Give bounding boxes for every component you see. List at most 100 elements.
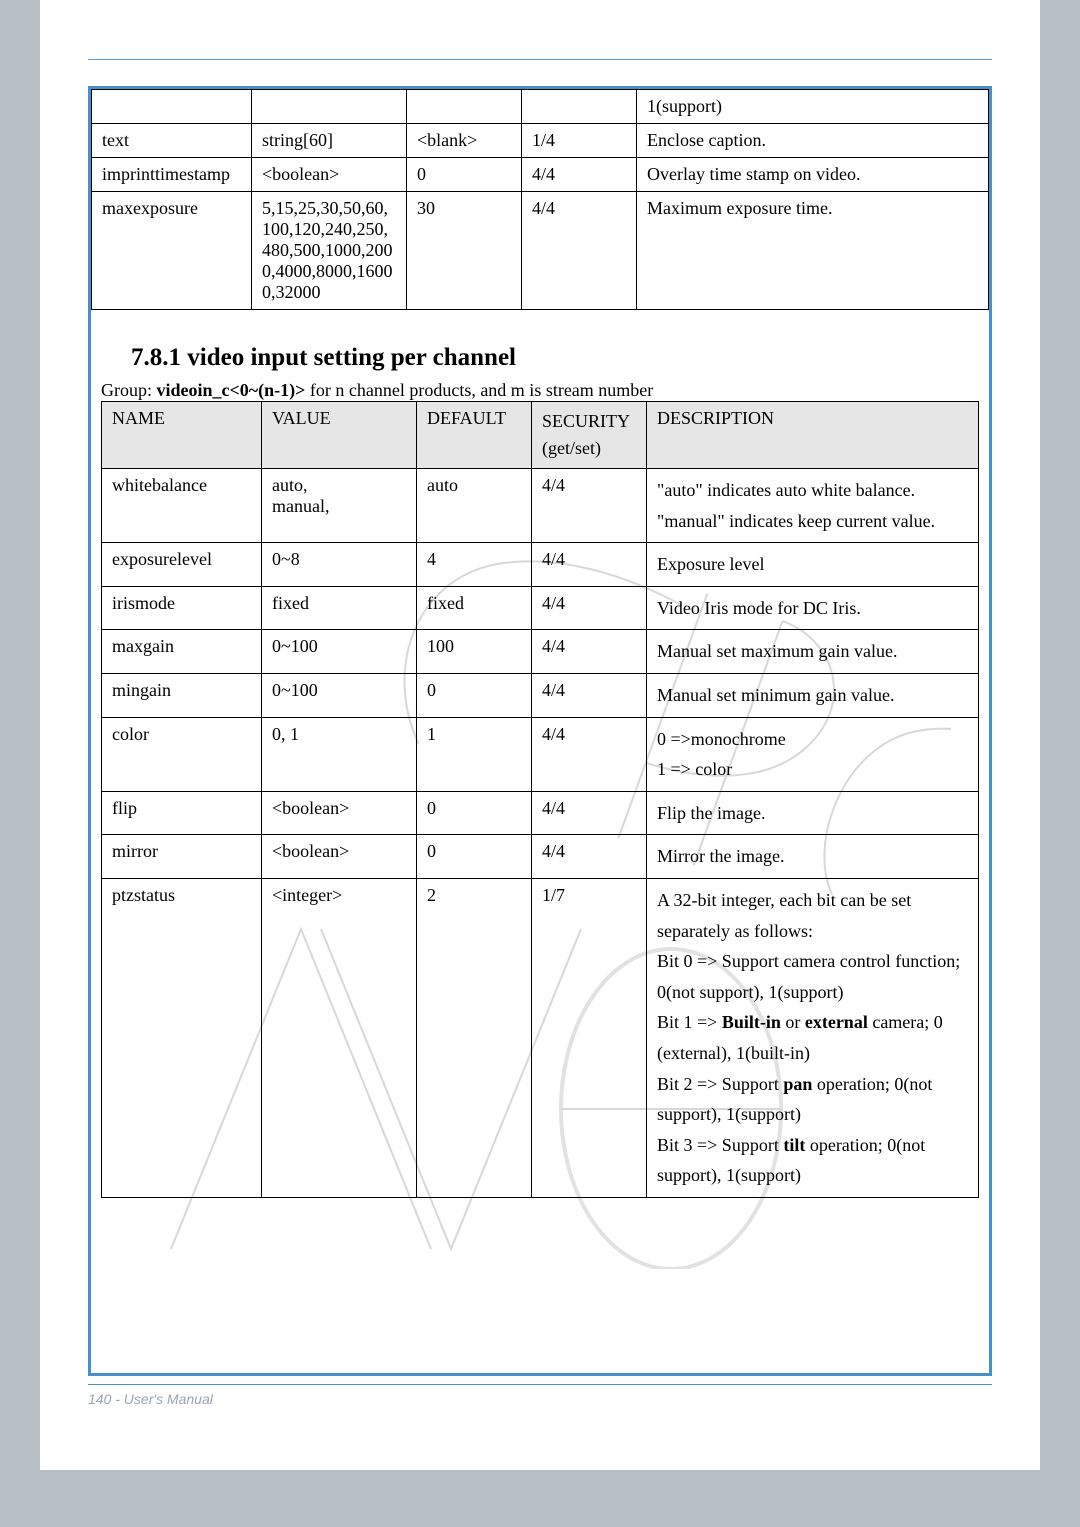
table2: NAME VALUE DEFAULT SECURITY (get/set) DE… bbox=[101, 401, 979, 1198]
table-row: 1(support) bbox=[92, 90, 989, 124]
cell-name: flip bbox=[102, 791, 262, 835]
footer-rule bbox=[88, 1384, 992, 1385]
cell-default: 2 bbox=[417, 878, 532, 1197]
table1: 1(support)textstring[60]<blank>1/4Enclos… bbox=[91, 89, 989, 310]
cell-value: <boolean> bbox=[262, 791, 417, 835]
cell-default: 30 bbox=[407, 192, 522, 310]
group-prefix: Group: bbox=[101, 380, 157, 400]
table-row: color0, 114/40 =>monochrome 1 => color bbox=[102, 717, 979, 791]
table-row: flip<boolean>04/4Flip the image. bbox=[102, 791, 979, 835]
cell-value: <integer> bbox=[262, 878, 417, 1197]
cell-name: maxexposure bbox=[92, 192, 252, 310]
cell-default: 4 bbox=[417, 543, 532, 587]
cell-name: whitebalance bbox=[102, 469, 262, 543]
table1-wrap: 1(support)textstring[60]<blank>1/4Enclos… bbox=[91, 89, 989, 310]
cell-default: fixed bbox=[417, 586, 532, 630]
cell-security: 4/4 bbox=[532, 717, 647, 791]
cell-value: 0~8 bbox=[262, 543, 417, 587]
th-default: DEFAULT bbox=[417, 402, 532, 469]
cell-value bbox=[252, 90, 407, 124]
cell-value: <boolean> bbox=[252, 158, 407, 192]
table2-header-row: NAME VALUE DEFAULT SECURITY (get/set) DE… bbox=[102, 402, 979, 469]
cell-name: mingain bbox=[102, 673, 262, 717]
cell-security: 4/4 bbox=[532, 630, 647, 674]
cell-name bbox=[92, 90, 252, 124]
group-line: Group: videoin_c<0~(n-1)> for n channel … bbox=[101, 380, 979, 401]
cell-default: 1 bbox=[417, 717, 532, 791]
cell-name: color bbox=[102, 717, 262, 791]
th-value: VALUE bbox=[262, 402, 417, 469]
cell-name: imprinttimestamp bbox=[92, 158, 252, 192]
table-row: exposurelevel0~844/4Exposure level bbox=[102, 543, 979, 587]
th-security-l2: (get/set) bbox=[542, 438, 601, 458]
cell-desc: Maximum exposure time. bbox=[637, 192, 989, 310]
cell-default: 0 bbox=[417, 791, 532, 835]
table-row: maxexposure5,15,25,30,50,60,100,120,240,… bbox=[92, 192, 989, 310]
cell-default: 0 bbox=[417, 673, 532, 717]
cell-security: 4/4 bbox=[522, 192, 637, 310]
cell-default: auto bbox=[417, 469, 532, 543]
th-name: NAME bbox=[102, 402, 262, 469]
cell-security: 4/4 bbox=[532, 791, 647, 835]
th-security-l1: SECURITY bbox=[542, 411, 630, 431]
th-security: SECURITY (get/set) bbox=[532, 402, 647, 469]
cell-desc: Exposure level bbox=[647, 543, 979, 587]
footer-text: 140 - User's Manual bbox=[88, 1391, 992, 1407]
cell-desc: Mirror the image. bbox=[647, 835, 979, 879]
cell-desc: Enclose caption. bbox=[637, 124, 989, 158]
cell-desc: Overlay time stamp on video. bbox=[637, 158, 989, 192]
table-row: mirror<boolean>04/4Mirror the image. bbox=[102, 835, 979, 879]
cell-security: 1/4 bbox=[522, 124, 637, 158]
cell-security: 4/4 bbox=[532, 586, 647, 630]
cell-value: 5,15,25,30,50,60,100,120,240,250,480,500… bbox=[252, 192, 407, 310]
cell-security: 1/7 bbox=[532, 878, 647, 1197]
cell-value: auto, manual, bbox=[262, 469, 417, 543]
table-row: ptzstatus<integer>21/7A 32-bit integer, … bbox=[102, 878, 979, 1197]
cell-name: exposurelevel bbox=[102, 543, 262, 587]
cell-value: fixed bbox=[262, 586, 417, 630]
table-row: whitebalanceauto, manual,auto4/4"auto" i… bbox=[102, 469, 979, 543]
cell-desc: "auto" indicates auto white balance. "ma… bbox=[647, 469, 979, 543]
brand-label: VIVOTEK bbox=[88, 38, 992, 55]
cell-value: <boolean> bbox=[262, 835, 417, 879]
cell-desc: Video Iris mode for DC Iris. bbox=[647, 586, 979, 630]
cell-name: irismode bbox=[102, 586, 262, 630]
cell-value: 0~100 bbox=[262, 630, 417, 674]
page: VIVOTEK bbox=[40, 0, 1040, 1470]
header-rule bbox=[88, 59, 992, 60]
cell-value: 0, 1 bbox=[262, 717, 417, 791]
cell-value: 0~100 bbox=[262, 673, 417, 717]
section-title: 7.8.1 video input setting per channel bbox=[131, 344, 989, 372]
table-row: textstring[60]<blank>1/4Enclose caption. bbox=[92, 124, 989, 158]
content-frame: 1(support)textstring[60]<blank>1/4Enclos… bbox=[88, 86, 992, 1376]
cell-default: 100 bbox=[417, 630, 532, 674]
cell-name: maxgain bbox=[102, 630, 262, 674]
cell-default: <blank> bbox=[407, 124, 522, 158]
cell-name: ptzstatus bbox=[102, 878, 262, 1197]
cell-security: 4/4 bbox=[532, 543, 647, 587]
group-bold: videoin_c<0~(n-1)> bbox=[157, 380, 306, 400]
cell-security: 4/4 bbox=[532, 469, 647, 543]
cell-security: 4/4 bbox=[532, 673, 647, 717]
cell-default: 0 bbox=[407, 158, 522, 192]
table-row: maxgain0~1001004/4Manual set maximum gai… bbox=[102, 630, 979, 674]
cell-desc: Flip the image. bbox=[647, 791, 979, 835]
cell-name: text bbox=[92, 124, 252, 158]
table-row: irismodefixedfixed4/4Video Iris mode for… bbox=[102, 586, 979, 630]
table2-wrap: NAME VALUE DEFAULT SECURITY (get/set) DE… bbox=[101, 401, 979, 1198]
group-suffix: for n channel products, and m is stream … bbox=[305, 380, 653, 400]
cell-security: 4/4 bbox=[522, 158, 637, 192]
cell-desc: Manual set maximum gain value. bbox=[647, 630, 979, 674]
table-row: mingain0~10004/4Manual set minimum gain … bbox=[102, 673, 979, 717]
cell-desc: Manual set minimum gain value. bbox=[647, 673, 979, 717]
cell-desc: 0 =>monochrome 1 => color bbox=[647, 717, 979, 791]
cell-desc: 1(support) bbox=[637, 90, 989, 124]
cell-desc: A 32-bit integer, each bit can be set se… bbox=[647, 878, 979, 1197]
table-row: imprinttimestamp<boolean>04/4Overlay tim… bbox=[92, 158, 989, 192]
cell-name: mirror bbox=[102, 835, 262, 879]
cell-security bbox=[522, 90, 637, 124]
cell-default: 0 bbox=[417, 835, 532, 879]
cell-value: string[60] bbox=[252, 124, 407, 158]
cell-security: 4/4 bbox=[532, 835, 647, 879]
cell-default bbox=[407, 90, 522, 124]
